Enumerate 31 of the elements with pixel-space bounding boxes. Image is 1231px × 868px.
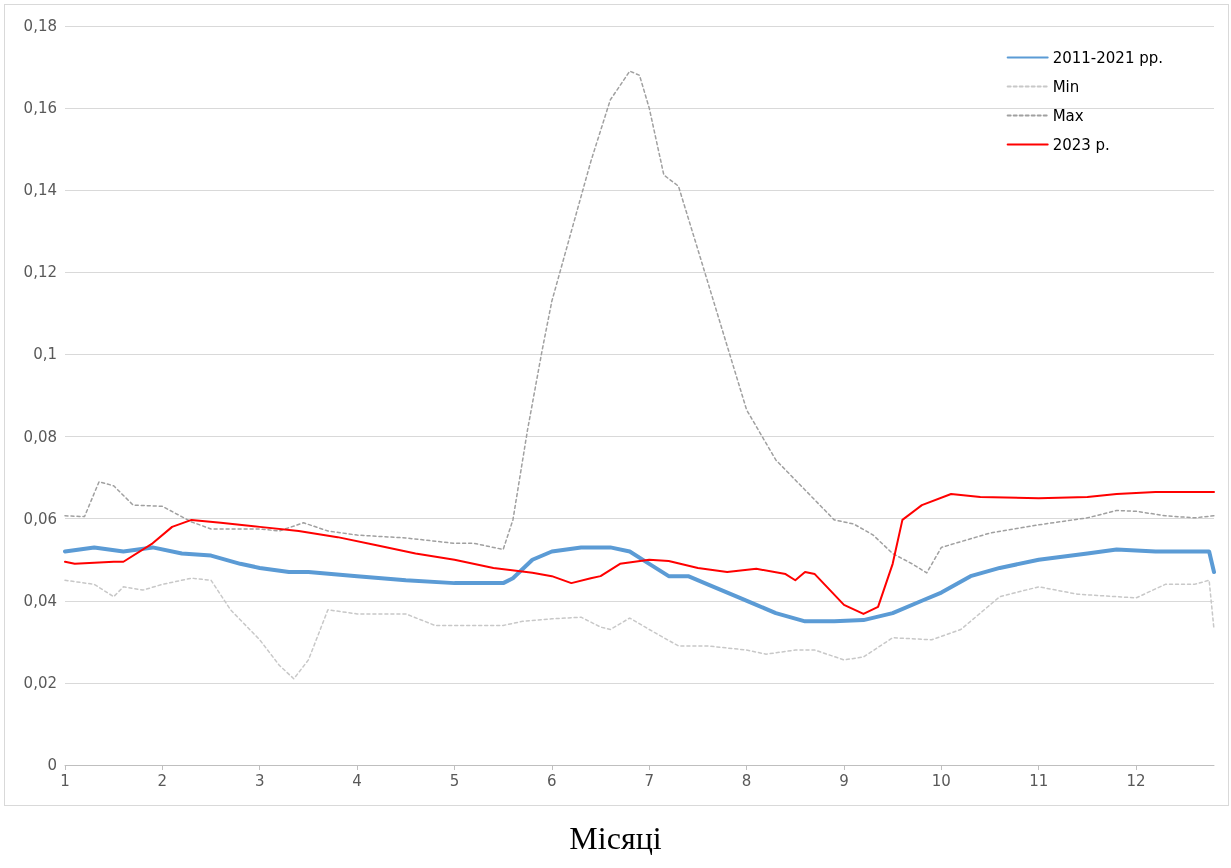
- y-tick-label: 0,12: [23, 263, 57, 282]
- x-tick-label: 1: [60, 771, 70, 790]
- x-tick-label: 7: [644, 771, 655, 790]
- x-tick-label: 8: [741, 771, 752, 790]
- x-axis-title: Місяці: [568, 820, 663, 857]
- x-tick-label: 12: [1126, 771, 1146, 790]
- y-tick-label: 0,08: [23, 427, 57, 446]
- x-tick-label: 2: [157, 771, 168, 790]
- line-series: [64, 490, 1215, 615]
- x-tick-label: 5: [449, 771, 460, 790]
- y-tick-label: 0,18: [23, 17, 57, 35]
- y-tick-label: 0: [47, 756, 57, 774]
- legend-label: 2011-2021 рр.: [1052, 48, 1163, 67]
- x-tick-label: 6: [547, 771, 557, 790]
- x-tick-label: 4: [352, 771, 362, 790]
- x-tick-label: 11: [1029, 771, 1049, 790]
- y-tick-label: 0,06: [23, 509, 57, 528]
- line-series: [64, 577, 1215, 680]
- y-tick-label: 0,1: [33, 345, 57, 364]
- y-tick-label: 0,14: [23, 181, 57, 200]
- x-tick-label: 9: [839, 771, 849, 790]
- line-series: [64, 70, 1215, 574]
- legend-label: 2023 р.: [1052, 135, 1110, 154]
- x-tick-label: 3: [254, 771, 265, 790]
- line-series: [63, 545, 1216, 624]
- legend-label: Min: [1052, 77, 1080, 96]
- y-tick-label: 0,16: [23, 99, 57, 118]
- y-tick-label: 0,02: [23, 673, 57, 692]
- legend-label: Max: [1052, 106, 1084, 125]
- y-tick-label: 0,04: [23, 591, 57, 610]
- x-tick-label: 10: [931, 771, 951, 790]
